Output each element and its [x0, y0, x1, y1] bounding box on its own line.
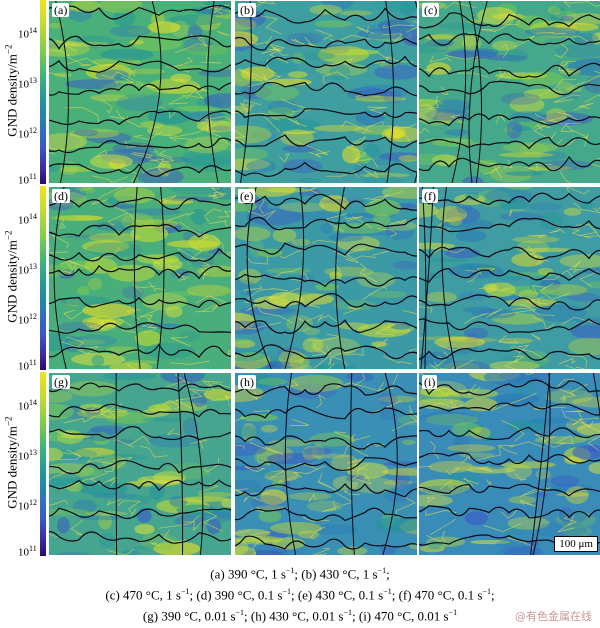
colorbar-tick-label: 1011 — [18, 544, 37, 559]
gnd-map-panel: (e) — [234, 186, 418, 370]
gnd-map-image — [419, 1, 600, 183]
panel-label: (e) — [238, 189, 256, 203]
colorbar-tick-label: 1014 — [18, 26, 37, 41]
caption-line-1: (a) 390 °C, 1 s−1; (b) 430 °C, 1 s−1; — [210, 566, 390, 582]
gnd-map-image — [235, 187, 417, 369]
gnd-map-image — [49, 373, 231, 555]
colorbar-tick-label: 1011 — [18, 172, 37, 187]
colorbar-tick-label: 1012 — [18, 312, 37, 327]
panel-label: (a) — [52, 3, 70, 17]
colorbar-tick-label: 1012 — [18, 126, 37, 141]
gnd-map-image — [419, 187, 600, 369]
gnd-map-image — [235, 1, 417, 183]
panel-label: (i) — [422, 375, 438, 389]
colorbar — [40, 0, 46, 184]
colorbar-tick-label: 1013 — [18, 76, 37, 91]
gnd-map-panel: (f) — [418, 186, 600, 370]
gnd-map-panel: (c) — [418, 0, 600, 184]
gnd-map-panel: (h) — [234, 372, 418, 556]
panel-label: (c) — [422, 3, 440, 17]
colorbar-tick-label: 1011 — [18, 358, 37, 373]
gnd-map-panel: (d) — [48, 186, 232, 370]
colorbar — [40, 186, 46, 370]
colorbar — [40, 372, 46, 556]
watermark: @有色金属在线 — [515, 610, 592, 623]
gnd-map-image — [235, 373, 417, 555]
gnd-map-panel: (b) — [234, 0, 418, 184]
colorbar-tick-label: 1013 — [18, 448, 37, 463]
caption-line-2: (c) 470 °C, 1 s−1; (d) 390 °C, 0.1 s−1; … — [105, 587, 495, 603]
figure-row: GND density/m−2 1014 1013 1012 1011 (g) (h) (i)… — [0, 372, 600, 559]
figure-row: GND density/m−2 1014 1013 1012 1011 (a) (b) (c) — [0, 0, 600, 187]
gnd-map-panel: (i) 100 μm — [418, 372, 600, 556]
gnd-map-panel: (a) — [48, 0, 232, 184]
scale-bar: 100 μm — [554, 536, 598, 552]
gnd-map-image — [419, 373, 600, 555]
panel-label: (d) — [52, 189, 70, 203]
colorbar-tick-label: 1013 — [18, 262, 37, 277]
gnd-map-image — [49, 187, 231, 369]
panel-label: (g) — [52, 375, 70, 389]
gnd-map-panel: (g) — [48, 372, 232, 556]
colorbar-tick-label: 1012 — [18, 498, 37, 513]
colorbar-tick-label: 1014 — [18, 398, 37, 413]
panel-label: (h) — [238, 375, 256, 389]
panel-label: (f) — [422, 189, 438, 203]
caption-line-3: (g) 390 °C, 0.01 s−1; (h) 430 °C, 0.01 s… — [142, 608, 458, 624]
colorbar-tick-label: 1014 — [18, 212, 37, 227]
gnd-map-image — [49, 1, 231, 183]
figure-row: GND density/m−2 1014 1013 1012 1011 (d) (e) (f) — [0, 186, 600, 373]
panel-label: (b) — [238, 3, 256, 17]
